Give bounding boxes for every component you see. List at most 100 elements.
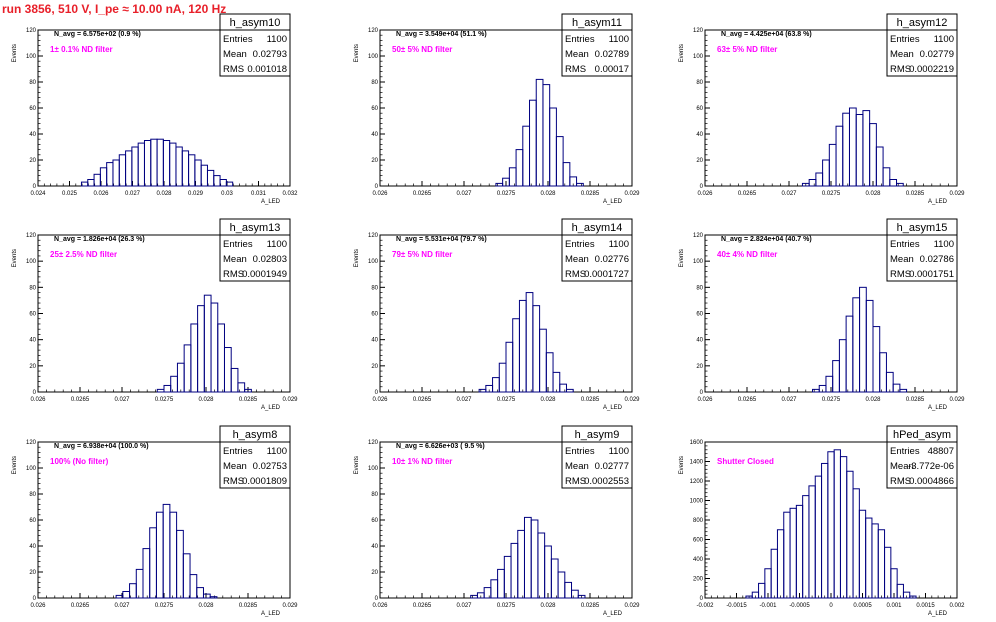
y-axis-label: Events <box>679 249 685 267</box>
filter-label: 63± 5% ND filter <box>717 45 777 54</box>
stats-mean-label: Mean <box>565 254 589 265</box>
stats-rms-value: 0.00017 <box>595 64 629 75</box>
histogram-bin <box>156 138 164 187</box>
histogram-bin <box>822 159 830 187</box>
histogram-bin <box>535 78 544 187</box>
x-tick-label: -0.002 <box>696 603 714 609</box>
y-tick-label: 120 <box>693 233 704 239</box>
histogram-bin <box>833 449 841 599</box>
stats-rms-label: RMS <box>223 269 244 280</box>
stats-box <box>886 234 958 282</box>
x-tick-label: 0.024 <box>30 191 46 197</box>
y-tick-label: 0 <box>700 184 704 190</box>
histogram-bin <box>495 182 504 187</box>
stats-entries-label: Entries <box>565 446 595 457</box>
histogram-bin <box>170 375 178 393</box>
histogram-bin <box>230 367 239 393</box>
y-tick-label: 100 <box>26 259 37 265</box>
stats-mean-label: Mean <box>223 254 247 265</box>
histogram-bin <box>559 383 567 393</box>
histogram-bin <box>812 388 820 393</box>
histogram-bin <box>478 388 487 393</box>
x-axis-label: A_LED <box>261 199 281 205</box>
x-tick-label: 0.0265 <box>413 603 432 609</box>
histogram-bin <box>577 594 586 599</box>
y-tick-label: 60 <box>371 518 378 524</box>
histogram-bin <box>565 388 574 393</box>
stats-rms-label: RMS <box>565 269 586 280</box>
histogram-bin <box>182 553 191 599</box>
y-tick-label: 80 <box>29 492 36 498</box>
histogram-bin <box>821 462 829 599</box>
histogram-bin <box>217 323 225 393</box>
stats-mean-label: Mean <box>890 49 914 60</box>
x-tick-label: 0.026 <box>30 603 46 609</box>
x-axis-label: A_LED <box>928 611 948 617</box>
x-tick-label: 0.0005 <box>853 603 872 609</box>
stats-mean-value: 0.02779 <box>920 49 954 60</box>
y-tick-label: 0 <box>33 390 37 396</box>
stats-entries-label: Entries <box>565 239 595 250</box>
stats-entries-value: 48807 <box>928 446 954 457</box>
histogram-panel-hPed_asym: -0.002 -0.0015 -0.001 -0.0005 0 0.0005 0.001 0.… <box>679 425 965 617</box>
stats-rms-value: 0.0001809 <box>242 476 287 487</box>
x-tick-label: 0.027 <box>456 603 472 609</box>
y-tick-label: 60 <box>371 106 378 112</box>
stats-mean-value: 0.02776 <box>595 254 629 265</box>
histogram-bin <box>814 475 823 599</box>
y-tick-label: 40 <box>371 338 378 344</box>
y-axis-label: Events <box>12 456 18 474</box>
y-tick-label: 0 <box>33 596 37 602</box>
histogram-bin <box>776 529 785 599</box>
histogram-bin <box>156 388 165 393</box>
histogram-bin <box>852 488 860 599</box>
histogram-bin <box>510 542 519 599</box>
histogram-bin <box>131 146 139 187</box>
histogram-bin <box>872 326 881 393</box>
y-tick-label: 1000 <box>690 499 704 505</box>
y-tick-label: 120 <box>693 28 704 34</box>
x-tick-label: 0.0285 <box>239 397 258 403</box>
y-tick-label: 100 <box>693 259 704 265</box>
histogram-bin <box>537 532 546 599</box>
x-tick-label: 0.029 <box>949 397 965 403</box>
y-tick-label: 40 <box>371 132 378 138</box>
x-tick-label: 0.0275 <box>497 397 516 403</box>
y-tick-label: 100 <box>693 54 704 60</box>
stats-mean-value: 0.02753 <box>253 461 287 472</box>
histogram-bin <box>508 167 517 187</box>
n-avg-annotation: N_avg = 3.549e+04 (51.1 %) <box>396 31 487 38</box>
histogram-bin <box>885 371 894 393</box>
y-tick-label: 40 <box>29 338 36 344</box>
x-tick-label: 0.028 <box>198 603 214 609</box>
x-tick-label: 0.027 <box>114 397 130 403</box>
x-tick-label: 0.029 <box>624 191 640 197</box>
y-tick-label: 1400 <box>690 460 704 466</box>
y-tick-label: 120 <box>368 28 379 34</box>
histogram-bin <box>176 529 184 599</box>
histogram-bin <box>862 110 871 187</box>
histogram-bin <box>552 371 561 393</box>
x-tick-label: 0 <box>829 603 833 609</box>
histogram-bin <box>832 360 840 393</box>
filter-label: 79± 5% ND filter <box>392 250 452 259</box>
x-tick-label: 0.0275 <box>497 603 516 609</box>
x-tick-label: 0.0275 <box>822 397 841 403</box>
x-tick-label: 0.028 <box>540 191 556 197</box>
y-tick-label: 80 <box>696 285 703 291</box>
stats-entries-label: Entries <box>565 34 595 45</box>
histogram-bin <box>525 292 534 393</box>
y-axis-label: Events <box>354 249 360 267</box>
y-axis-label: Events <box>354 44 360 62</box>
stats-mean-value: 0.02777 <box>595 461 629 472</box>
histogram-bin <box>210 302 219 393</box>
histogram-bin <box>175 146 183 187</box>
stats-entries-value: 1100 <box>267 239 287 250</box>
n-avg-annotation: N_avg = 6.575e+02 (0.9 %) <box>54 31 141 38</box>
y-tick-label: 80 <box>371 492 378 498</box>
y-tick-label: 80 <box>696 80 703 86</box>
y-axis-label: Events <box>354 456 360 474</box>
histogram-bin <box>871 523 879 599</box>
histogram-bin <box>122 591 131 599</box>
stats-box <box>561 29 633 77</box>
